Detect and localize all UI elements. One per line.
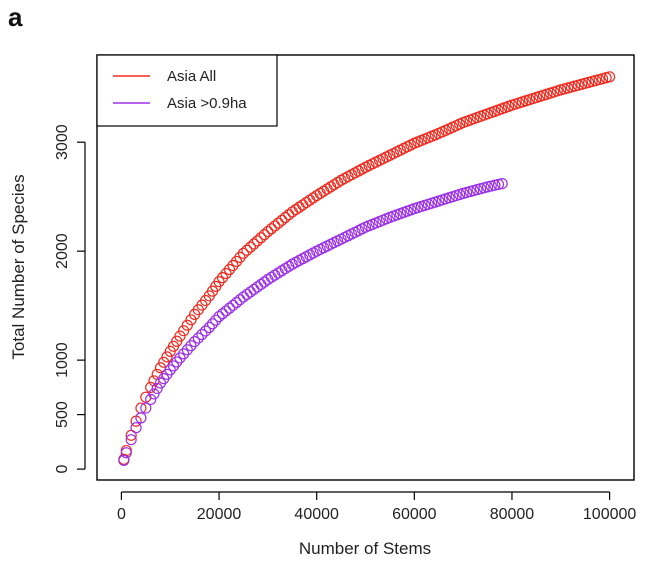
data-point <box>276 214 288 226</box>
data-series <box>118 71 616 466</box>
x-tick-label: 60000 <box>392 506 437 523</box>
data-point <box>185 314 197 326</box>
data-point <box>251 235 264 247</box>
y-tick-label: 2000 <box>54 233 71 269</box>
data-point <box>241 244 253 256</box>
data-point <box>603 71 616 83</box>
data-point <box>307 192 319 204</box>
data-point <box>148 388 160 400</box>
data-point <box>227 259 239 272</box>
data-point <box>120 444 132 457</box>
data-point <box>248 238 260 250</box>
y-tick-label: 0 <box>54 465 71 474</box>
data-point <box>140 402 152 414</box>
data-point <box>164 364 176 376</box>
data-point <box>200 325 212 337</box>
x-tick-label: 100000 <box>583 506 636 523</box>
data-point <box>151 382 163 395</box>
data-point <box>220 267 232 280</box>
data-point <box>213 310 225 323</box>
data-point <box>174 352 186 364</box>
data-point <box>158 356 170 368</box>
data-point <box>237 247 250 259</box>
x-tick-label: 40000 <box>294 506 339 523</box>
legend-label-asia-09ha: Asia >0.9ha <box>167 95 247 112</box>
data-point <box>185 340 197 352</box>
legend: Asia All Asia >0.9ha <box>96 54 278 127</box>
data-point <box>210 314 222 326</box>
data-point <box>181 319 193 331</box>
data-point <box>272 217 284 229</box>
y-tick-label: 1000 <box>54 342 71 378</box>
x-axis: 0 20000 40000 60000 80000 100000 <box>117 491 636 523</box>
plot-frame <box>96 54 635 481</box>
data-point <box>145 381 157 393</box>
panel-label: a <box>8 2 23 32</box>
data-point <box>223 302 236 314</box>
data-point <box>241 288 253 301</box>
data-point <box>258 229 270 241</box>
data-point <box>248 283 260 296</box>
data-point <box>203 321 215 334</box>
data-point <box>258 276 270 288</box>
series-asia-0-9ha <box>118 177 508 466</box>
data-point <box>178 348 190 360</box>
data-point <box>255 232 267 244</box>
data-point <box>206 318 219 330</box>
legend-box <box>96 54 278 127</box>
data-point <box>161 351 173 363</box>
data-point <box>130 422 142 434</box>
data-point <box>297 199 309 211</box>
data-point <box>135 412 147 424</box>
data-point <box>192 332 204 344</box>
data-point <box>125 434 137 446</box>
y-axis-title: Total Number of Species <box>9 174 28 359</box>
data-point <box>230 255 243 268</box>
data-point <box>255 278 267 291</box>
data-point <box>300 196 312 209</box>
x-tick-label: 20000 <box>197 506 242 523</box>
data-point <box>174 330 186 342</box>
data-point <box>213 276 225 288</box>
data-point <box>118 454 130 466</box>
x-axis-title: Number of Stems <box>299 539 431 558</box>
data-point <box>496 177 508 190</box>
data-point <box>234 251 246 263</box>
data-point <box>216 272 229 284</box>
data-point <box>181 344 193 356</box>
y-axis: 0 500 1000 2000 3000 <box>54 124 86 474</box>
data-point <box>220 305 232 317</box>
data-point <box>227 299 239 311</box>
y-tick-label: 3000 <box>54 124 71 160</box>
data-point <box>120 447 132 459</box>
data-point <box>279 211 291 224</box>
data-point <box>223 263 236 276</box>
data-point <box>262 225 274 238</box>
x-tick-label: 80000 <box>490 506 535 523</box>
data-point <box>178 325 190 337</box>
data-point <box>244 286 257 298</box>
data-point <box>265 223 277 235</box>
y-tick-label: 500 <box>54 401 71 428</box>
data-point <box>145 393 157 405</box>
data-point <box>167 360 180 372</box>
data-point <box>293 201 305 213</box>
data-point <box>244 241 257 253</box>
data-point <box>171 356 183 368</box>
data-point <box>234 294 246 306</box>
data-point <box>251 281 264 293</box>
data-point <box>216 308 229 320</box>
legend-label-asia-all: Asia All <box>167 68 216 85</box>
data-point <box>189 336 201 348</box>
x-tick-label: 0 <box>117 506 126 523</box>
series-asia-all <box>118 71 616 465</box>
data-point <box>269 220 281 232</box>
data-point <box>196 328 208 341</box>
data-point <box>304 194 316 206</box>
data-point <box>290 203 302 216</box>
data-point <box>230 296 243 309</box>
